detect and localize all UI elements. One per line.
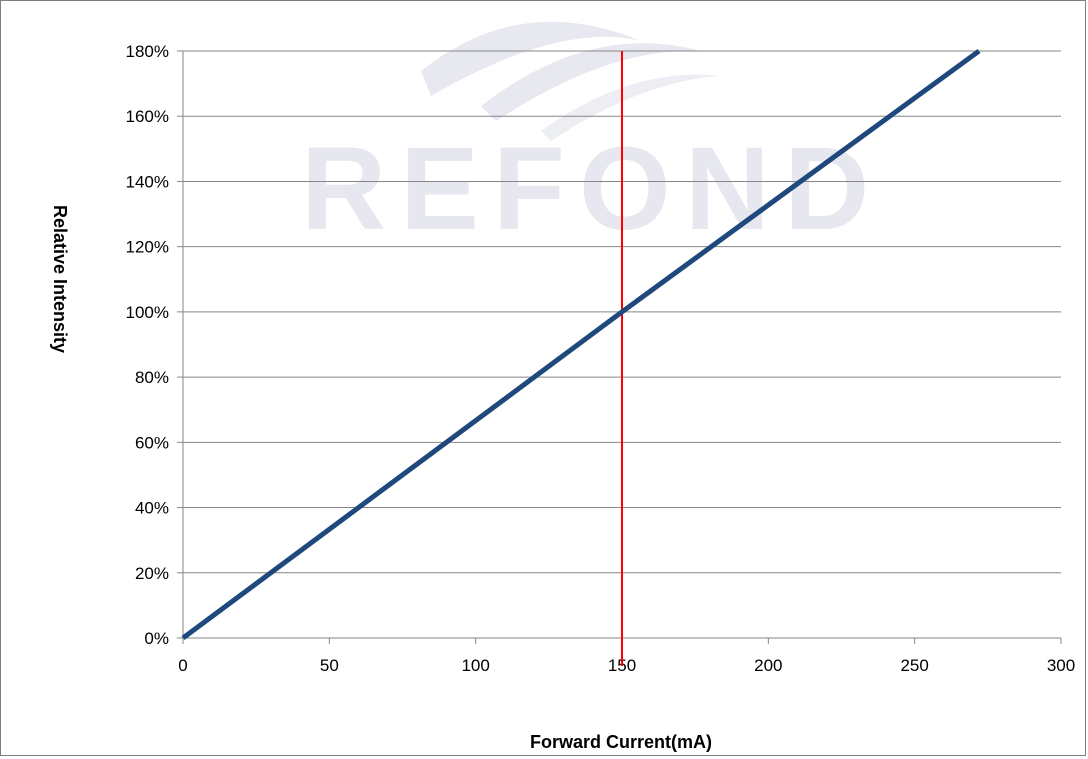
x-tick-label: 100 <box>461 656 489 675</box>
y-tick-label: 140% <box>126 172 169 191</box>
x-tick-label: 300 <box>1047 656 1075 675</box>
y-tick-label: 80% <box>135 368 169 387</box>
x-tick-label: 0 <box>178 656 187 675</box>
series-line <box>181 48 981 641</box>
x-axis-title: Forward Current(mA) <box>530 732 712 752</box>
x-tick-label: 200 <box>754 656 782 675</box>
x-tick-label: 50 <box>320 656 339 675</box>
watermark-logo: REFOND <box>301 21 883 255</box>
y-tick-label: 40% <box>135 499 169 518</box>
y-tick-label: 160% <box>126 107 169 126</box>
watermark-text: REFOND <box>301 123 883 255</box>
y-tick-label: 100% <box>126 303 169 322</box>
y-tick-label: 60% <box>135 433 169 452</box>
data-series <box>181 48 981 641</box>
y-tick-labels: 0% 20% 40% 60% 80% 100% 120% 140% 160% 180% <box>126 42 169 648</box>
y-axis-title: Relative Intensity <box>50 205 70 353</box>
y-tick-label: 120% <box>126 238 169 257</box>
x-tick-label: 250 <box>900 656 928 675</box>
y-tick-label: 20% <box>135 564 169 583</box>
y-tick-label: 180% <box>126 42 169 61</box>
x-tick-labels: 0 50 100 150 200 250 300 <box>178 656 1075 675</box>
y-tick-label: 0% <box>144 629 169 648</box>
